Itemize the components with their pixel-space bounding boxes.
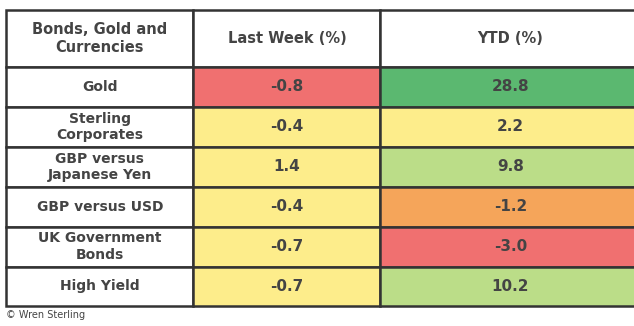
Text: 2.2: 2.2 [497, 119, 524, 134]
Text: © Wren Sterling: © Wren Sterling [6, 310, 86, 320]
Bar [6, 227, 193, 267]
Text: -0.7: -0.7 [270, 279, 304, 294]
Bar [193, 186, 380, 227]
Text: Sterling
Corporates: Sterling Corporates [56, 111, 143, 142]
Text: GBP versus
Japanese Yen: GBP versus Japanese Yen [48, 152, 152, 182]
Bar [193, 267, 380, 306]
Text: -0.4: -0.4 [270, 119, 304, 134]
Text: -0.8: -0.8 [270, 79, 304, 94]
Text: -0.7: -0.7 [270, 239, 304, 254]
Bar [193, 227, 380, 267]
Text: -3.0: -3.0 [494, 239, 527, 254]
Text: -1.2: -1.2 [494, 199, 527, 214]
Bar [380, 10, 634, 67]
Text: Last Week (%): Last Week (%) [228, 31, 346, 46]
Bar [193, 147, 380, 186]
Bar [6, 267, 193, 306]
Text: UK Government
Bonds: UK Government Bonds [38, 231, 162, 262]
Bar [380, 107, 634, 147]
Text: High Yield: High Yield [60, 279, 139, 293]
Bar [380, 186, 634, 227]
Text: GBP versus USD: GBP versus USD [37, 200, 163, 214]
Bar [193, 67, 380, 107]
Text: Bonds, Gold and
Currencies: Bonds, Gold and Currencies [32, 22, 167, 54]
Text: -0.4: -0.4 [270, 199, 304, 214]
Text: 1.4: 1.4 [273, 159, 301, 174]
Bar [380, 147, 634, 186]
Bar [380, 67, 634, 107]
Bar [6, 147, 193, 186]
Bar [380, 267, 634, 306]
Bar [6, 107, 193, 147]
Bar [193, 10, 380, 67]
Text: 9.8: 9.8 [497, 159, 524, 174]
Text: YTD (%): YTD (%) [477, 31, 543, 46]
Bar [6, 10, 193, 67]
Bar [6, 67, 193, 107]
Text: 28.8: 28.8 [491, 79, 529, 94]
Text: 10.2: 10.2 [491, 279, 529, 294]
Bar [6, 186, 193, 227]
Text: Gold: Gold [82, 80, 117, 94]
Bar [193, 107, 380, 147]
Bar [380, 227, 634, 267]
